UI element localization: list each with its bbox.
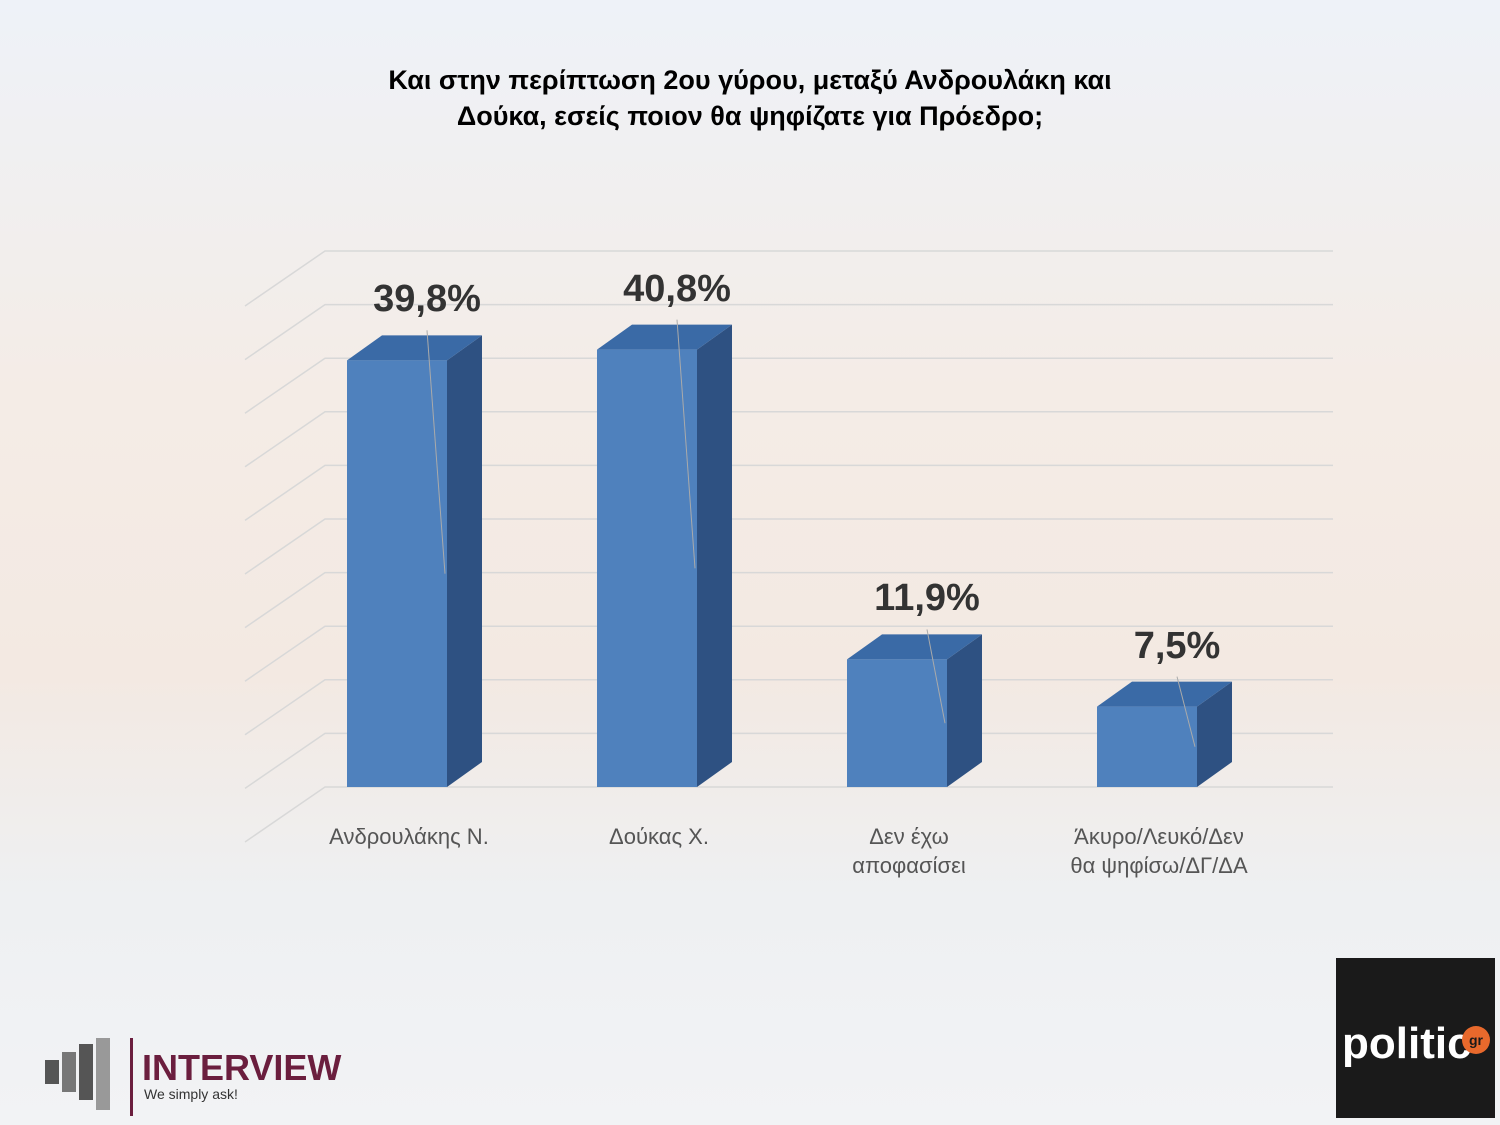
grid-line xyxy=(244,250,1333,307)
bar-top xyxy=(1097,681,1232,707)
bar-side xyxy=(947,634,982,787)
interview-logo-icon xyxy=(45,1038,133,1116)
interview-tagline: We simply ask! xyxy=(144,1086,238,1102)
politic-logo: politic xyxy=(1342,1019,1472,1068)
leader-line xyxy=(426,330,446,574)
x-tick-label: Δούκας Χ. xyxy=(609,824,709,849)
value-label: 39,8% xyxy=(373,278,481,321)
x-tick-label: Ανδρουλάκης Ν. xyxy=(329,824,489,849)
politic-dot xyxy=(1462,1026,1490,1054)
grid-line xyxy=(244,411,1333,468)
bar-top xyxy=(847,634,982,660)
grid-line xyxy=(244,786,1333,843)
bar-side xyxy=(1197,681,1232,787)
leader-line xyxy=(926,629,946,724)
bar xyxy=(347,360,447,787)
x-tick-label: Άκυρο/Λευκό/Δεν θα ψηφίσω/ΔΓ/ΔΑ xyxy=(1070,824,1248,878)
grid-line xyxy=(244,357,1333,414)
interview-logo: INTERVIEW xyxy=(142,1047,341,1088)
bar xyxy=(1097,706,1197,787)
value-label: 11,9% xyxy=(874,577,980,620)
grid-line xyxy=(244,464,1333,522)
bar-side xyxy=(697,324,732,787)
bar xyxy=(597,349,697,787)
grid-line xyxy=(244,571,1333,629)
value-label: 40,8% xyxy=(623,267,731,310)
grid-line xyxy=(244,625,1333,682)
bar xyxy=(847,659,947,787)
leader-line xyxy=(1176,676,1196,747)
bar-top xyxy=(597,324,732,350)
grid-line xyxy=(244,732,1333,790)
politic-suffix: gr xyxy=(1469,1032,1484,1048)
x-tick-label: Δεν έχω αποφασίσει xyxy=(852,824,966,878)
bar-top xyxy=(347,335,482,361)
grid-line xyxy=(244,518,1333,575)
bar-side xyxy=(447,335,482,787)
leader-line xyxy=(676,319,696,569)
chart-title: Και στην περίπτωση 2ου γύρου, μεταξύ Ανδ… xyxy=(388,65,1112,131)
grid-line xyxy=(244,303,1333,361)
value-label: 7,5% xyxy=(1133,624,1221,667)
grid-line xyxy=(244,679,1333,736)
